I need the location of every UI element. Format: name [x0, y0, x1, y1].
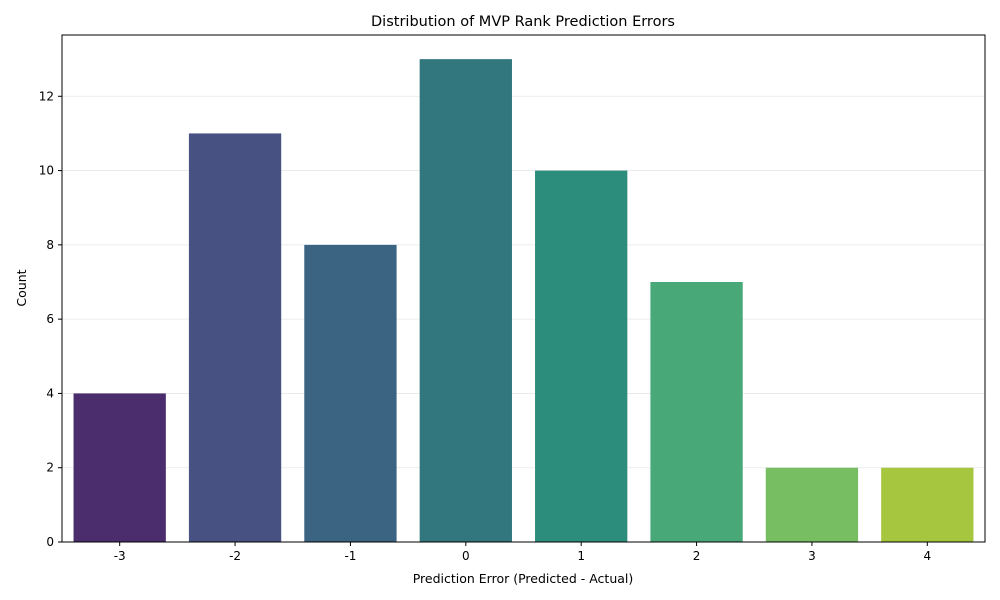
axes-frame	[61, 34, 986, 543]
y-axis-label: Count	[14, 269, 29, 306]
y-tick-label-2: 2	[46, 461, 54, 475]
x-tick-label--3: -3	[114, 549, 126, 563]
bar-4	[881, 467, 974, 542]
chart-title: Distribution of MVP Rank Prediction Erro…	[371, 14, 675, 30]
x-axis-ticks: -3 -2 -1 0 1 2 3 4	[114, 542, 931, 563]
bar-1	[535, 170, 628, 543]
x-tick-label-4: 4	[923, 549, 931, 563]
y-tick-label-12: 12	[39, 89, 54, 103]
bar-2	[650, 282, 743, 542]
x-axis-label: Prediction Error (Predicted - Actual)	[413, 571, 634, 586]
x-tick-label-2: 2	[693, 549, 701, 563]
bar-0	[419, 59, 512, 543]
bar-3	[765, 467, 859, 542]
bar--1	[304, 244, 397, 542]
y-tick-label-8: 8	[46, 238, 54, 252]
x-tick-label-1: 1	[577, 549, 585, 563]
y-tick-label-4: 4	[46, 386, 54, 400]
y-tick-label-0: 0	[46, 535, 54, 549]
bar--3	[73, 393, 166, 542]
y-axis-ticks: 0 2 4 6 8 10 12	[39, 89, 62, 549]
x-tick-label-0: 0	[462, 549, 470, 563]
x-tick-label-3: 3	[808, 549, 816, 563]
y-tick-label-10: 10	[39, 164, 54, 178]
x-tick-label--1: -1	[344, 549, 356, 563]
y-tick-label-6: 6	[46, 312, 54, 326]
bars	[73, 59, 974, 543]
bar--2	[188, 133, 282, 542]
x-tick-label--2: -2	[229, 549, 241, 563]
